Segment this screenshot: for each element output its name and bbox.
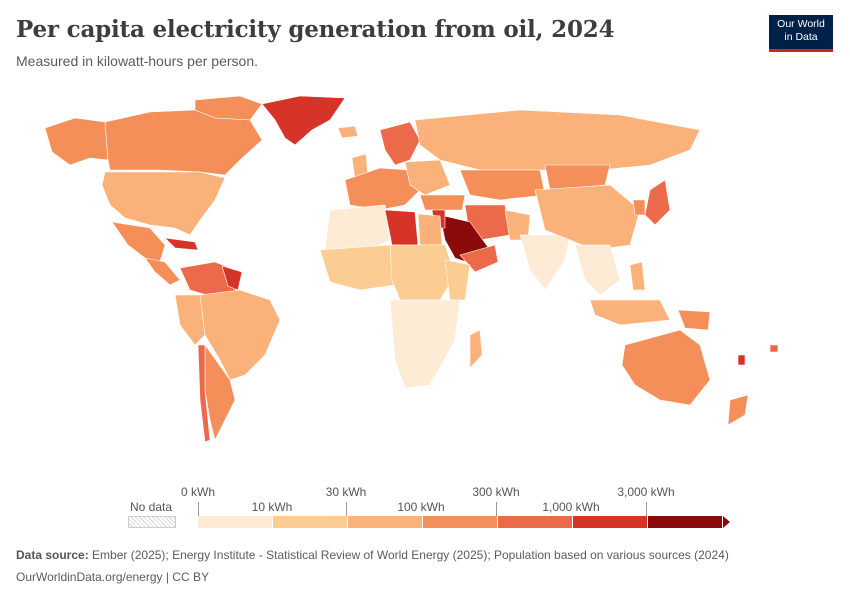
region-india xyxy=(519,234,571,291)
region-new-caledonia xyxy=(737,354,746,366)
region-mexico xyxy=(111,221,166,263)
region-madagascar xyxy=(469,329,483,369)
region-western-europe xyxy=(344,167,421,211)
region-southern-africa xyxy=(389,299,461,389)
source-text: Ember (2025); Energy Institute - Statist… xyxy=(92,548,729,562)
region-korea xyxy=(632,199,646,216)
legend-color-bar xyxy=(198,516,730,528)
footer-url[interactable]: OurWorldinData.org/energy | CC BY xyxy=(16,570,209,584)
region-egypt xyxy=(417,213,443,246)
region-scandinavia xyxy=(379,121,421,166)
region-peru xyxy=(174,294,206,346)
region-central-america xyxy=(144,257,181,286)
region-chile xyxy=(197,344,211,443)
legend-tick-3000: 3,000 kWh xyxy=(617,485,675,499)
owid-logo[interactable]: Our World in Data xyxy=(769,15,833,52)
chart-subtitle: Measured in kilowatt-hours per person. xyxy=(16,53,259,69)
legend-segment-6[interactable] xyxy=(648,516,723,528)
region-philippines xyxy=(629,261,646,291)
legend-no-data-swatch xyxy=(128,516,176,528)
legend-segment-4[interactable] xyxy=(498,516,573,528)
region-west-africa xyxy=(319,244,396,291)
world-map[interactable] xyxy=(0,80,850,490)
legend-tick-1000: 1,000 kWh xyxy=(542,500,600,514)
region-indonesia xyxy=(589,299,671,326)
region-usa xyxy=(101,171,226,236)
legend-tickline-300 xyxy=(496,502,497,516)
region-australia xyxy=(621,329,711,406)
region-pacific-islands xyxy=(769,344,779,353)
legend-segment-0[interactable] xyxy=(198,516,273,528)
region-canada xyxy=(104,109,263,176)
region-east-africa xyxy=(444,259,471,301)
legend-no-data-label: No data xyxy=(130,500,173,514)
region-argentina xyxy=(204,344,236,441)
region-central-africa xyxy=(389,244,456,301)
region-mongolia xyxy=(544,164,611,191)
legend-tick-100: 100 kWh xyxy=(397,500,445,514)
legend-tickline-30 xyxy=(346,502,347,516)
region-russia xyxy=(414,109,701,171)
region-alaska xyxy=(44,117,109,166)
region-iceland xyxy=(337,125,359,139)
region-new-zealand xyxy=(727,394,749,426)
region-png xyxy=(677,309,711,331)
logo-line-2: in Data xyxy=(784,31,818,43)
legend-tick-10: 10 kWh xyxy=(251,500,293,514)
region-japan xyxy=(644,179,671,226)
region-eastern-europe xyxy=(404,159,451,196)
legend-tick-300: 300 kWh xyxy=(472,485,520,499)
region-caribbean xyxy=(164,237,199,251)
chart-title: Per capita electricity generation from o… xyxy=(16,16,615,43)
region-greenland xyxy=(261,95,346,146)
legend-segment-5[interactable] xyxy=(573,516,648,528)
legend-tickline-0 xyxy=(198,502,199,516)
logo-line-1: Our World xyxy=(777,18,825,30)
legend-segment-2[interactable] xyxy=(348,516,423,528)
legend-segment-1[interactable] xyxy=(273,516,348,528)
legend-tick-0: 0 kWh xyxy=(180,485,216,499)
legend-arrow-icon xyxy=(723,516,730,528)
source-label: Data source: xyxy=(16,548,89,562)
region-kazakhstan xyxy=(459,169,546,201)
region-china xyxy=(534,184,641,251)
legend-tickline-3000 xyxy=(646,502,647,516)
legend-tick-30: 30 kWh xyxy=(325,485,367,499)
data-source-line: Data source: Ember (2025); Energy Instit… xyxy=(16,548,729,562)
region-turkey xyxy=(419,194,466,211)
region-southeast-asia xyxy=(574,244,621,296)
legend-segment-3[interactable] xyxy=(423,516,498,528)
